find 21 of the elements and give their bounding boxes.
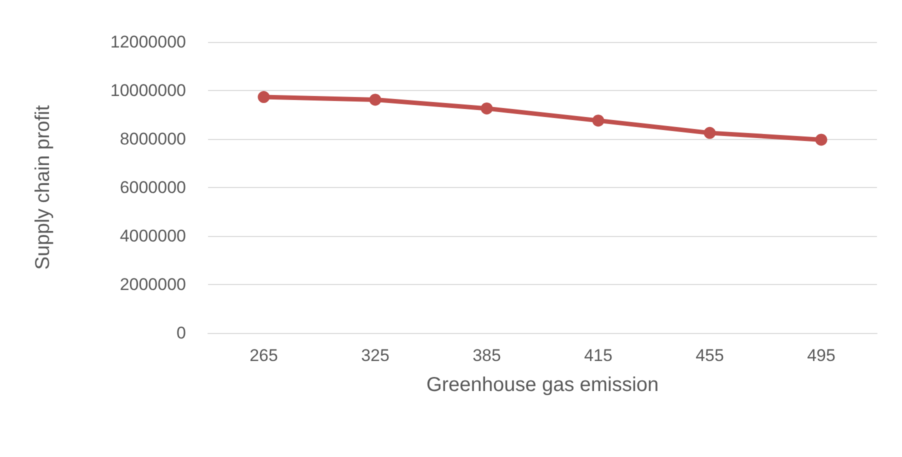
x-axis-title: Greenhouse gas emission: [426, 374, 659, 396]
y-tick-label: 4000000: [120, 226, 186, 246]
y-tick-label: 12000000: [110, 32, 186, 52]
y-tick-label: 10000000: [110, 81, 186, 100]
point: [480, 102, 493, 114]
y-tick-label: 8000000: [120, 130, 186, 148]
point: [369, 94, 382, 106]
y-tick-label: 2000000: [120, 275, 186, 294]
x-tick-label: 325: [361, 346, 390, 365]
x-tick-label: 265: [250, 346, 278, 365]
x-tick-label: 385: [472, 346, 501, 365]
y-tick-label: 0: [176, 324, 186, 342]
x-tick-label: 415: [584, 346, 612, 365]
x-tick-label: 495: [807, 346, 836, 365]
point: [592, 114, 604, 127]
y-tick-label: 6000000: [120, 178, 186, 197]
point: [704, 126, 716, 139]
x-tick-label: 455: [696, 346, 724, 365]
point: [258, 91, 270, 104]
point: [815, 134, 828, 146]
y-axis-title: Supply chain profit: [32, 104, 54, 270]
